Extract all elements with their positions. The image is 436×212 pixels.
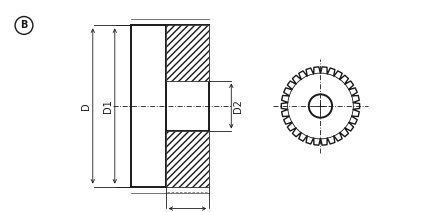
- Text: D1: D1: [103, 99, 113, 113]
- Bar: [166, 131, 209, 187]
- Text: B: B: [20, 20, 27, 31]
- Text: D2: D2: [233, 99, 243, 113]
- Bar: [166, 25, 209, 81]
- Text: D: D: [81, 102, 91, 110]
